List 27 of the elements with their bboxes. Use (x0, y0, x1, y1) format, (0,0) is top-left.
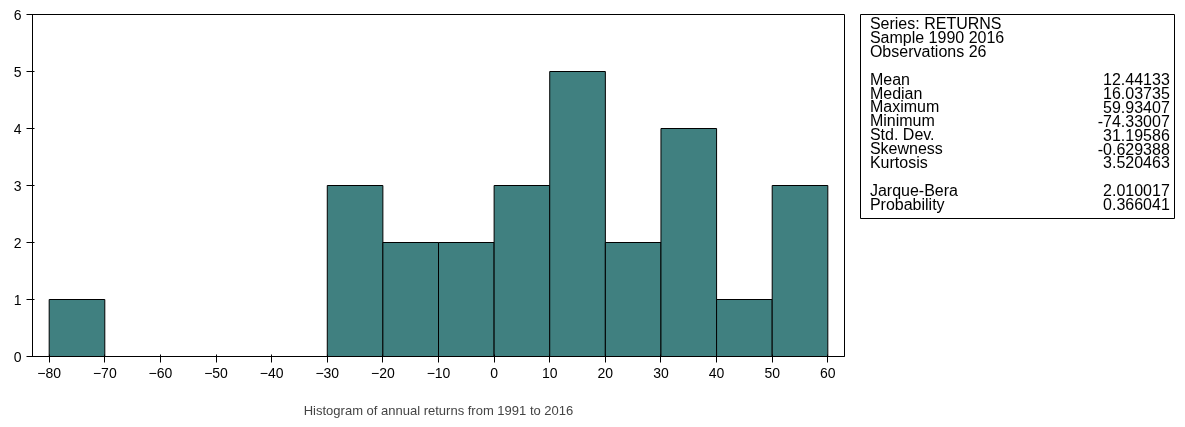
data-label: 0.366041 (1103, 196, 1170, 214)
x-tick-label: −80 (37, 364, 62, 381)
category-label: Mean (869, 70, 910, 88)
category-label: Kurtosis (869, 153, 928, 171)
data-label: 3.520463 (1103, 154, 1170, 172)
x-tick-label: −20 (371, 364, 395, 381)
x-tick-label: −60 (148, 364, 173, 381)
y-tick-label: 4 (13, 120, 22, 137)
x-tick-label: 30 (653, 364, 669, 381)
y-tick-label: 0 (13, 348, 22, 365)
x-tick-label: −70 (92, 364, 117, 381)
x-tick-label: 0 (490, 364, 499, 381)
x-tick-label: 40 (708, 364, 725, 381)
y-tick-label: 1 (13, 291, 22, 308)
x-tick-label: −10 (426, 364, 451, 381)
y-tick-label: 5 (13, 63, 22, 80)
x-tick-label: −40 (259, 364, 284, 381)
x-tick-label: 10 (541, 364, 558, 381)
x-tick-label: 50 (764, 364, 781, 381)
x-tick-label: −50 (204, 364, 229, 381)
y-tick-label: 6 (13, 6, 22, 23)
x-tick-label: 20 (597, 364, 614, 381)
y-tick-label: 2 (13, 234, 22, 251)
y-tick-label: 3 (13, 177, 22, 194)
x-tick-label: −30 (315, 364, 340, 381)
x-tick-label: 60 (820, 364, 836, 381)
x-axis-title: Histogram of annual returns from 1991 to 2016 (303, 402, 574, 418)
